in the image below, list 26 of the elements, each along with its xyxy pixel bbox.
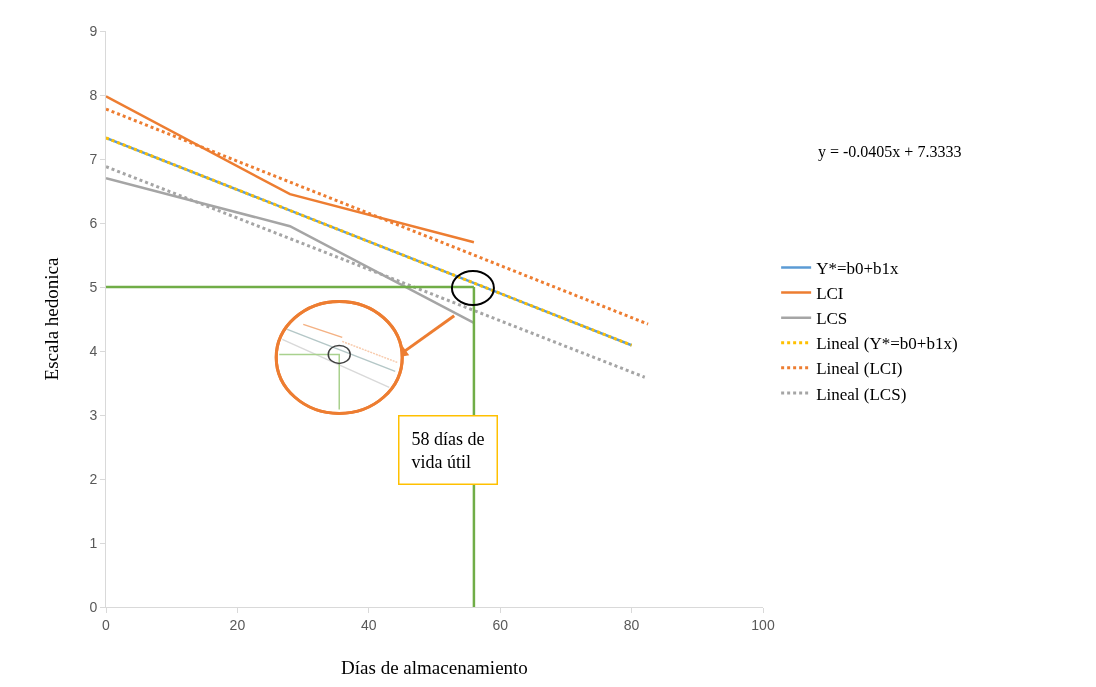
y-tick-label: 8 [89, 86, 98, 103]
legend-label: Lineal (LCS) [816, 384, 907, 404]
text: y = -0.0405x + 7.3333 [818, 143, 962, 161]
y-tick-label: 1 [89, 534, 98, 551]
x-tick-label: 40 [361, 616, 377, 633]
y-tick-label: 9 [89, 22, 98, 39]
y-tick-label: 3 [89, 406, 98, 423]
legend-label: Y*=b0+b1x [816, 259, 900, 279]
x-tick-label: 20 [229, 616, 246, 633]
x-tick-label: 60 [492, 616, 509, 633]
legend-label: Lineal (LCI) [816, 359, 903, 379]
y-tick-label: 0 [89, 598, 98, 615]
y-tick-label: 7 [89, 150, 98, 167]
y-tick-label: 2 [89, 470, 98, 487]
x-tick-label: 0 [102, 616, 111, 633]
y-axis-title: Escala hedonica [41, 256, 62, 381]
y-tick-label: 4 [89, 342, 98, 359]
y-tick-label: 5 [89, 278, 98, 295]
legend-label: LCI [816, 284, 844, 304]
legend-label: LCS [816, 309, 848, 329]
x-tick-label: 100 [751, 616, 775, 633]
legend-label: Lineal (Y*=b0+b1x) [816, 334, 958, 354]
annotation: 58 días de vida útil [411, 428, 485, 472]
x-axis-title: Días de almacenamiento [341, 657, 528, 678]
y-tick-label: 6 [89, 214, 98, 231]
x-tick-label: 80 [623, 616, 640, 633]
